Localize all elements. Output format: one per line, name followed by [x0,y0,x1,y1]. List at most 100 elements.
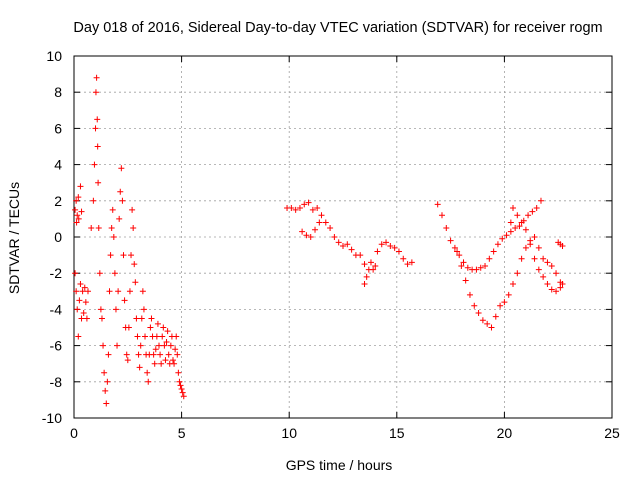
data-point [91,161,98,168]
data-point [177,382,184,389]
data-point [90,197,97,204]
data-point [160,324,167,331]
data-point [151,360,158,367]
data-point [75,333,82,340]
data-point [134,333,141,340]
data-point [314,205,321,212]
data-point [490,248,497,255]
data-point [391,244,398,251]
data-point [136,364,143,371]
data-point [174,351,181,358]
data-point [178,386,185,393]
data-point [115,288,122,295]
data-point [100,342,107,349]
data-point [88,224,95,231]
data-point [76,297,83,304]
data-point [383,239,390,246]
data-point [507,228,514,235]
data-point [169,357,176,364]
data-point [458,262,465,269]
data-point [161,342,168,349]
data-point [129,206,136,213]
data-point [301,201,308,208]
data-point [516,223,523,230]
data-point [501,299,508,306]
data-point [147,324,154,331]
y-tick-label: -4 [50,301,63,317]
data-point [107,252,114,259]
data-point [164,328,171,335]
data-point [494,241,501,248]
data-point [125,324,132,331]
data-point [527,241,534,248]
plot-frame [73,55,613,419]
data-point [75,215,82,222]
chart-title: Day 018 of 2016, Sidereal Day-to-day VTE… [73,20,602,36]
data-point [73,219,80,226]
data-point [72,270,79,277]
data-point [94,116,101,123]
y-tick-label: 8 [54,84,62,100]
data-point [158,360,165,367]
x-tick-label: 25 [604,425,620,441]
data-point [531,255,538,262]
data-point [367,259,374,266]
data-point [482,262,489,269]
y-tick-label: -6 [50,338,63,354]
data-point [378,241,385,248]
data-point [157,351,164,358]
data-point [361,261,368,268]
data-point [303,232,310,239]
data-point [456,252,463,259]
data-point [408,259,415,266]
data-point [548,262,555,269]
x-tick-label: 5 [178,425,186,441]
data-point [110,234,117,240]
data-point [176,378,183,385]
data-point [152,346,159,353]
data-point [466,291,473,298]
data-point [116,215,123,222]
data-point [322,219,329,226]
data-point [73,288,80,295]
data-point [518,255,525,262]
y-tick-label: 6 [54,120,62,136]
x-tick-label: 20 [497,425,513,441]
data-point [471,302,478,309]
data-point [488,324,495,331]
data-point [535,266,542,273]
data-point [288,205,295,212]
data-point [477,264,484,271]
y-tick-label: -2 [50,265,63,281]
data-point [121,297,128,304]
data-point [148,315,155,322]
data-point [443,224,450,231]
data-point [92,125,99,132]
data-point [95,224,102,231]
x-tick-label: 15 [389,425,405,441]
data-point [510,205,517,212]
data-point [75,194,82,201]
data-point [540,273,547,280]
data-point [156,342,163,349]
data-point [77,183,84,190]
data-point [139,288,146,295]
data-point [105,351,112,358]
data-point [522,244,529,251]
data-point [404,261,411,268]
tick-labels: 0 5 10 15 20 25 -10 -8 -6 -4 -2 0 2 4 6 8 10 [42,48,620,441]
data-point [512,224,519,231]
data-point [81,284,88,291]
data-point [438,212,445,219]
data-point [80,310,87,317]
data-point [312,226,319,233]
data-point [372,262,379,269]
data-point [97,306,104,313]
data-point [83,315,90,322]
data-point [544,281,551,288]
data-point [79,288,86,295]
data-point [451,244,458,251]
y-tick-label: 2 [54,193,62,209]
data-point [514,212,521,219]
